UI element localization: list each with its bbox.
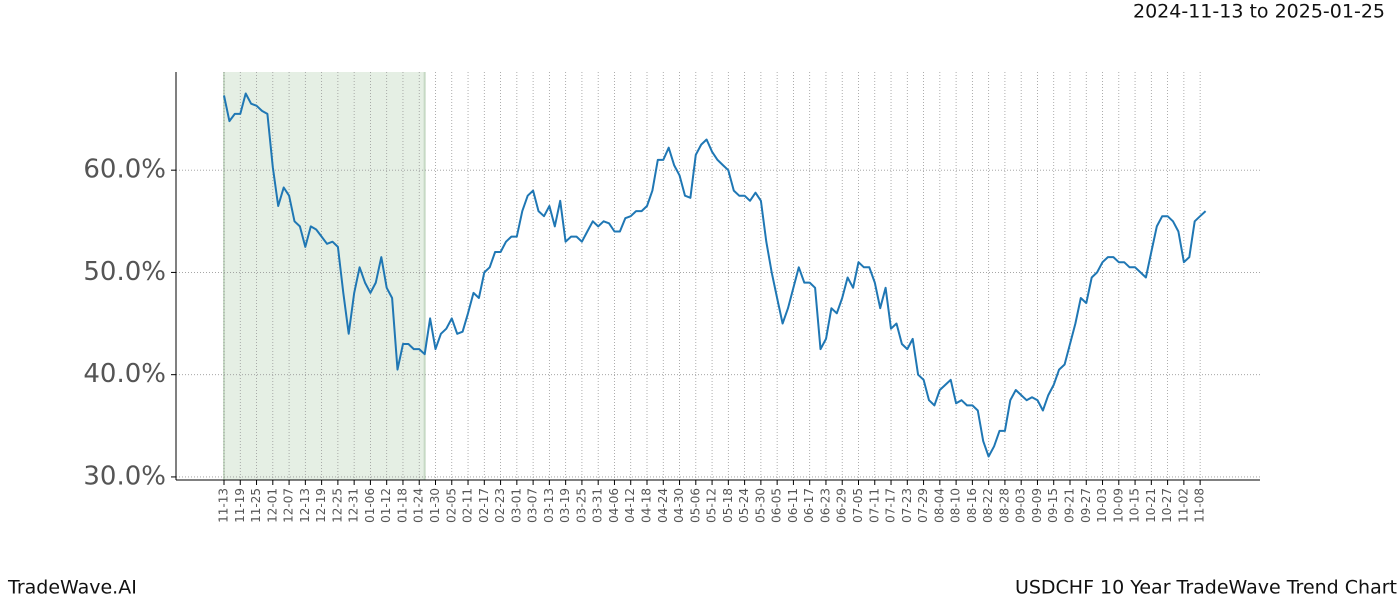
x-tick-label: 04-30 — [672, 488, 686, 523]
x-tick-label: 03-31 — [591, 488, 605, 523]
x-tick-label: 02-23 — [493, 488, 507, 523]
x-tick-label: 12-13 — [298, 488, 312, 523]
x-tick-label: 02-11 — [461, 488, 475, 523]
x-tick-label: 10-27 — [1160, 488, 1174, 523]
x-tick-label: 02-05 — [444, 488, 458, 523]
x-tick-label: 04-24 — [656, 488, 670, 523]
x-tick-label: 06-29 — [835, 488, 849, 523]
date-range: 2024-11-13 to 2025-01-25 — [1133, 1, 1385, 23]
x-tick-label: 01-18 — [395, 488, 409, 523]
x-tick-label: 07-05 — [851, 488, 865, 523]
x-tick-label: 01-30 — [428, 488, 442, 523]
x-tick-label: 12-07 — [282, 488, 296, 523]
x-tick-label: 03-19 — [558, 488, 572, 523]
line-series — [223, 92, 1207, 458]
x-tick-label: 04-18 — [639, 488, 653, 523]
x-tick-label: 11-13 — [217, 488, 231, 523]
x-tick-label: 11-25 — [249, 488, 263, 523]
y-tick-label: 40.0% — [83, 359, 166, 389]
x-tick-label: 06-11 — [786, 488, 800, 523]
x-tick-label: 08-16 — [965, 488, 979, 523]
x-tick-label: 08-28 — [997, 488, 1011, 523]
x-tick-label: 05-18 — [721, 488, 735, 523]
x-tick-label: 12-25 — [330, 488, 344, 523]
x-tick-label: 12-01 — [265, 488, 279, 523]
x-tick-label: 06-23 — [818, 488, 832, 523]
x-tick-label: 01-24 — [412, 488, 426, 523]
y-tick-label: 50.0% — [83, 257, 166, 287]
x-tick-label: 05-06 — [688, 488, 702, 523]
x-tick-label: 12-31 — [347, 488, 361, 523]
x-tick-label: 01-12 — [379, 488, 393, 523]
x-tick-label: 02-17 — [477, 488, 491, 523]
x-tick-label: 08-22 — [981, 488, 995, 523]
x-tick-label: 03-01 — [509, 488, 523, 523]
x-tick-label: 12-19 — [314, 488, 328, 523]
x-tick-label: 10-21 — [1144, 488, 1158, 523]
x-tick-label: 07-29 — [916, 488, 930, 523]
x-tick-label: 07-17 — [884, 488, 898, 523]
x-tick-label: 11-19 — [233, 488, 247, 523]
x-tick-label: 08-10 — [949, 488, 963, 523]
x-tick-label: 03-13 — [542, 488, 556, 523]
x-tick-label: 09-27 — [1079, 488, 1093, 523]
x-tick-label: 07-11 — [867, 488, 881, 523]
x-tick-label: 07-23 — [900, 488, 914, 523]
x-tick-label: 04-12 — [623, 488, 637, 523]
x-tick-label: 10-09 — [1111, 488, 1125, 523]
x-tick-label: 03-25 — [574, 488, 588, 523]
y-tick-label: 30.0% — [83, 461, 166, 491]
x-tick-label: 05-30 — [753, 488, 767, 523]
y-tick-label: 60.0% — [83, 155, 166, 185]
x-tick-label: 01-06 — [363, 488, 377, 523]
x-tick-label: 05-24 — [737, 488, 751, 523]
x-tick-label: 03-07 — [526, 488, 540, 523]
x-tick-label: 04-06 — [607, 488, 621, 523]
x-tick-label: 08-04 — [932, 488, 946, 523]
x-tick-label: 11-08 — [1193, 488, 1207, 523]
x-tick-label: 10-03 — [1095, 488, 1109, 523]
chart-title: USDCHF 10 Year TradeWave Trend Chart — [1015, 577, 1397, 599]
brand: TradeWave.AI — [7, 577, 137, 599]
x-tick-label: 09-03 — [1014, 488, 1028, 523]
highlight-band — [224, 72, 425, 480]
x-tick-label: 06-17 — [802, 488, 816, 523]
x-tick-label: 11-02 — [1176, 488, 1190, 523]
x-tick-label: 05-12 — [705, 488, 719, 523]
x-tick-label: 06-05 — [770, 488, 784, 523]
x-tick-label: 09-21 — [1062, 488, 1076, 523]
x-tick-label: 10-15 — [1128, 488, 1142, 523]
x-tick-label: 09-09 — [1030, 488, 1044, 523]
x-tick-label: 09-15 — [1046, 488, 1060, 523]
